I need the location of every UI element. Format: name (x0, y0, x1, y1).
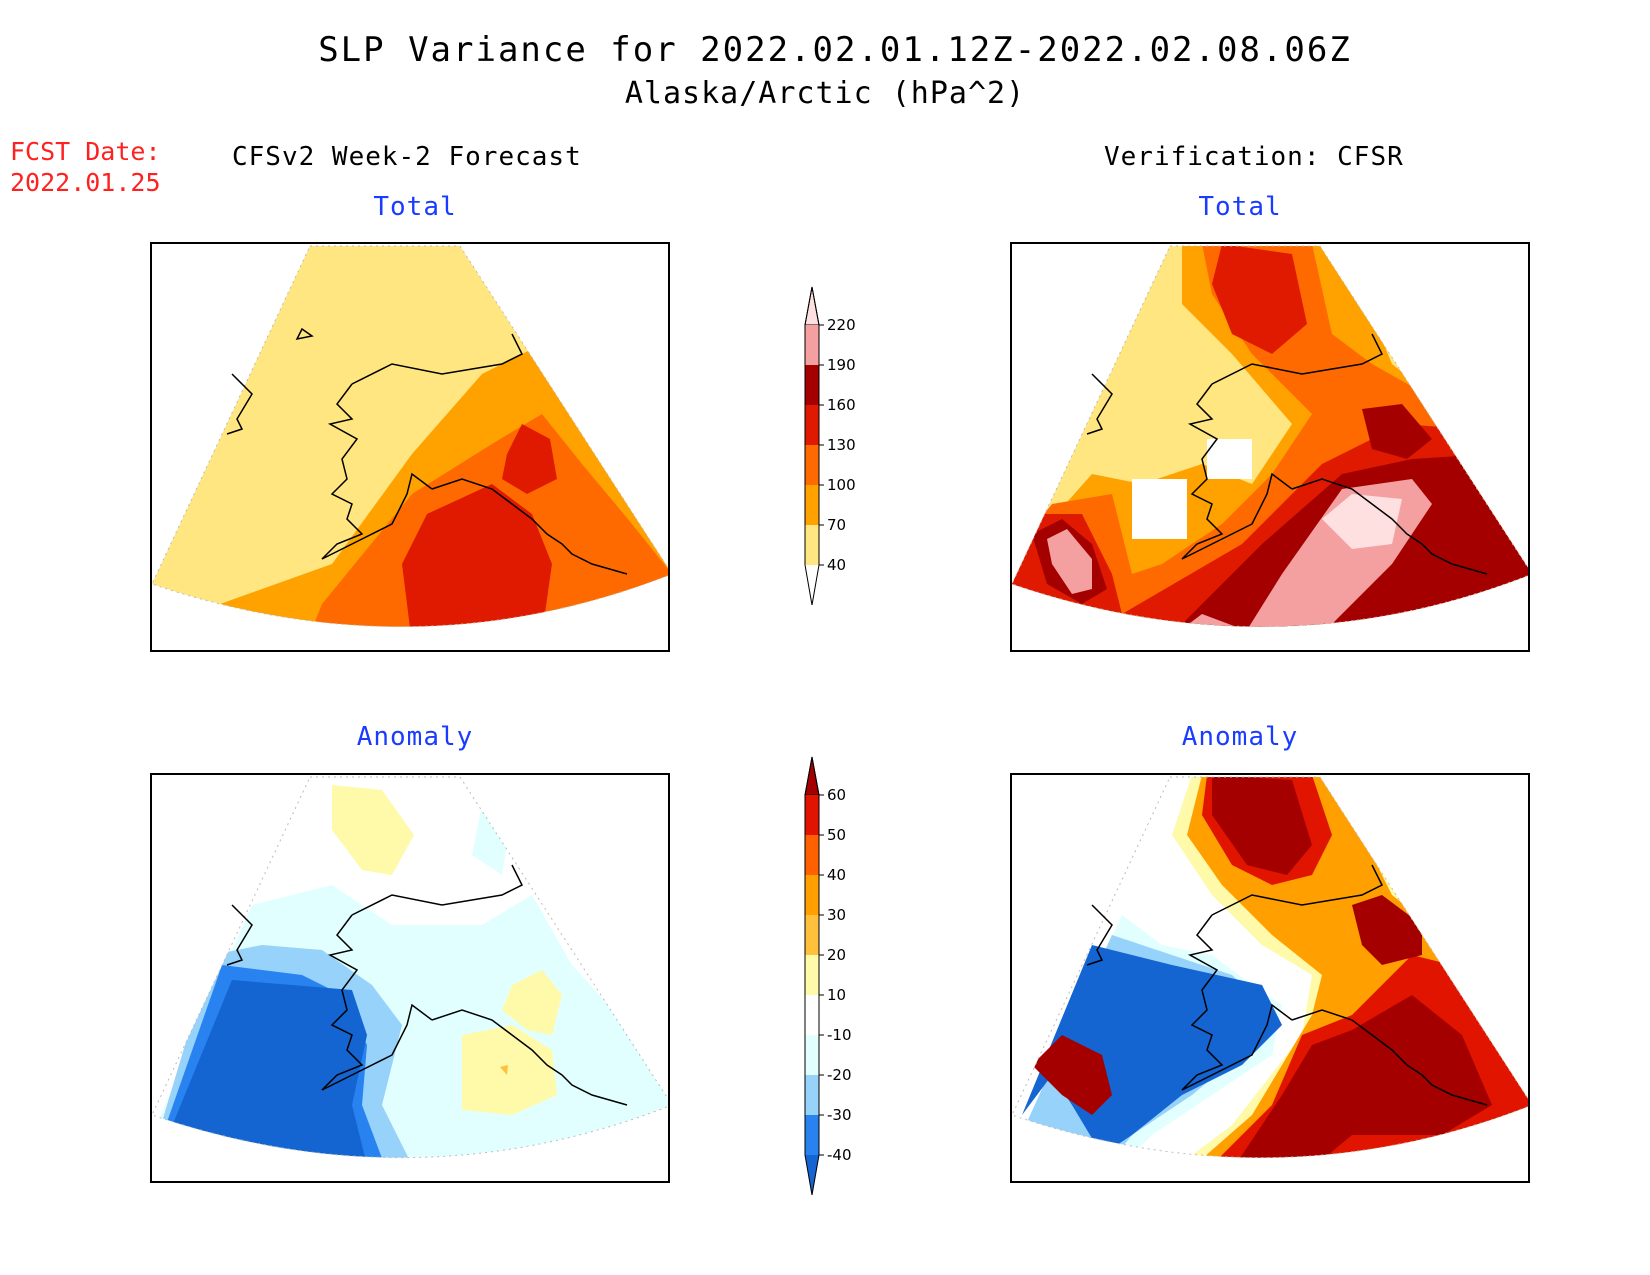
colorbar-tick-label: 70 (827, 516, 846, 534)
coastline (226, 327, 628, 575)
colorbar-top-triangle (804, 756, 820, 796)
forecast-anomaly-map (150, 773, 670, 1183)
verify-total-title: Total (1198, 192, 1282, 222)
forecast-date: FCST Date: 2022.01.25 (10, 136, 161, 198)
colorbar-tick-label: 100 (827, 476, 856, 494)
colorbar-segment (805, 835, 819, 875)
colorbar-segment (805, 1075, 819, 1115)
forecast-total-title: Total (373, 192, 457, 222)
fill-190-220 (1162, 614, 1242, 627)
colorbar-segment (805, 1115, 819, 1155)
colorbar-tick-label: 130 (827, 436, 856, 454)
anomaly-colorbar: -40 -30 -20 -10 10 20 30 40 50 60 (804, 756, 852, 1196)
colorbar-segment (805, 525, 819, 565)
fill-pos60 (1222, 995, 1492, 1158)
fill-pos20 (500, 1065, 508, 1075)
fill-130-160 (502, 424, 557, 494)
forecast-date-value: 2022.01.25 (10, 168, 161, 197)
colorbar-tick-label: 40 (827, 866, 846, 884)
colorbar-tick-label: 220 (827, 316, 856, 334)
colorbar-segment (805, 915, 819, 955)
forecast-date-label: FCST Date: (10, 137, 161, 166)
verify-anomaly-map (1010, 773, 1530, 1183)
forecast-total-map (150, 242, 670, 652)
colorbar-segment (805, 875, 819, 915)
fill-130-160 (1212, 246, 1307, 354)
verification-column-heading: Verification: CFSR (1104, 142, 1404, 172)
fill-pos10 (462, 1025, 557, 1115)
main-title: SLP Variance for 2022.02.01.12Z-2022.02.… (318, 30, 1352, 70)
fill-40-70 (1067, 414, 1142, 474)
colorbar-tick-label: -40 (827, 1146, 852, 1164)
map-outline (152, 245, 668, 628)
fill-pos60 (1032, 1035, 1112, 1115)
colorbar-bottom-triangle (805, 1155, 819, 1195)
fill-pos60 (1352, 895, 1422, 965)
colorbar-segment (805, 325, 819, 365)
colorbar-segment (805, 795, 819, 835)
fill-130-160 (402, 484, 552, 627)
colorbar-segment (805, 445, 819, 485)
fill-pos60 (1212, 777, 1312, 875)
colorbar-tick-label: 50 (827, 826, 846, 844)
colorbar-segment (805, 365, 819, 405)
colorbar-segment (805, 405, 819, 445)
colorbar-segment (805, 955, 819, 995)
colorbar-segment (805, 995, 819, 1035)
colorbar-tick-label: -10 (827, 1026, 852, 1044)
coastline (1086, 864, 1488, 1106)
coastline (226, 864, 628, 1106)
fill-pos10 (332, 785, 414, 875)
colorbar-tick-label: 10 (827, 986, 846, 1004)
fill-190-220 (1047, 529, 1092, 594)
fill-pos10 (502, 970, 562, 1035)
colorbar-segment (805, 485, 819, 525)
forecast-column-heading: CFSv2 Week-2 Forecast (232, 142, 582, 172)
verify-anomaly-title: Anomaly (1181, 722, 1299, 752)
fill-below-40 (1207, 439, 1252, 479)
fill-160-190 (1362, 404, 1432, 459)
colorbar-tick-label: 60 (827, 786, 846, 804)
colorbar-top-triangle (804, 286, 820, 326)
fill-below-40 (1132, 479, 1187, 539)
colorbar-tick-label: -30 (827, 1106, 852, 1124)
colorbar-bottom-triangle (805, 565, 819, 605)
main-subtitle: Alaska/Arctic (hPa^2) (624, 76, 1026, 111)
total-colorbar: 40 70 100 130 160 190 220 (804, 286, 856, 606)
coastline (1086, 333, 1488, 575)
colorbar-tick-label: 160 (827, 396, 856, 414)
colorbar-outline (804, 756, 820, 1196)
colorbar-tick-label: 30 (827, 906, 846, 924)
colorbar-tick-label: -20 (827, 1066, 852, 1084)
colorbar-tick-label: 190 (827, 356, 856, 374)
fill-220-plus (1322, 494, 1402, 549)
colorbar-tick-label: 40 (827, 556, 846, 574)
verify-total-map (1010, 242, 1530, 652)
colorbar-segment (805, 1035, 819, 1075)
colorbar-tick-label: 20 (827, 946, 846, 964)
forecast-anomaly-title: Anomaly (356, 722, 474, 752)
